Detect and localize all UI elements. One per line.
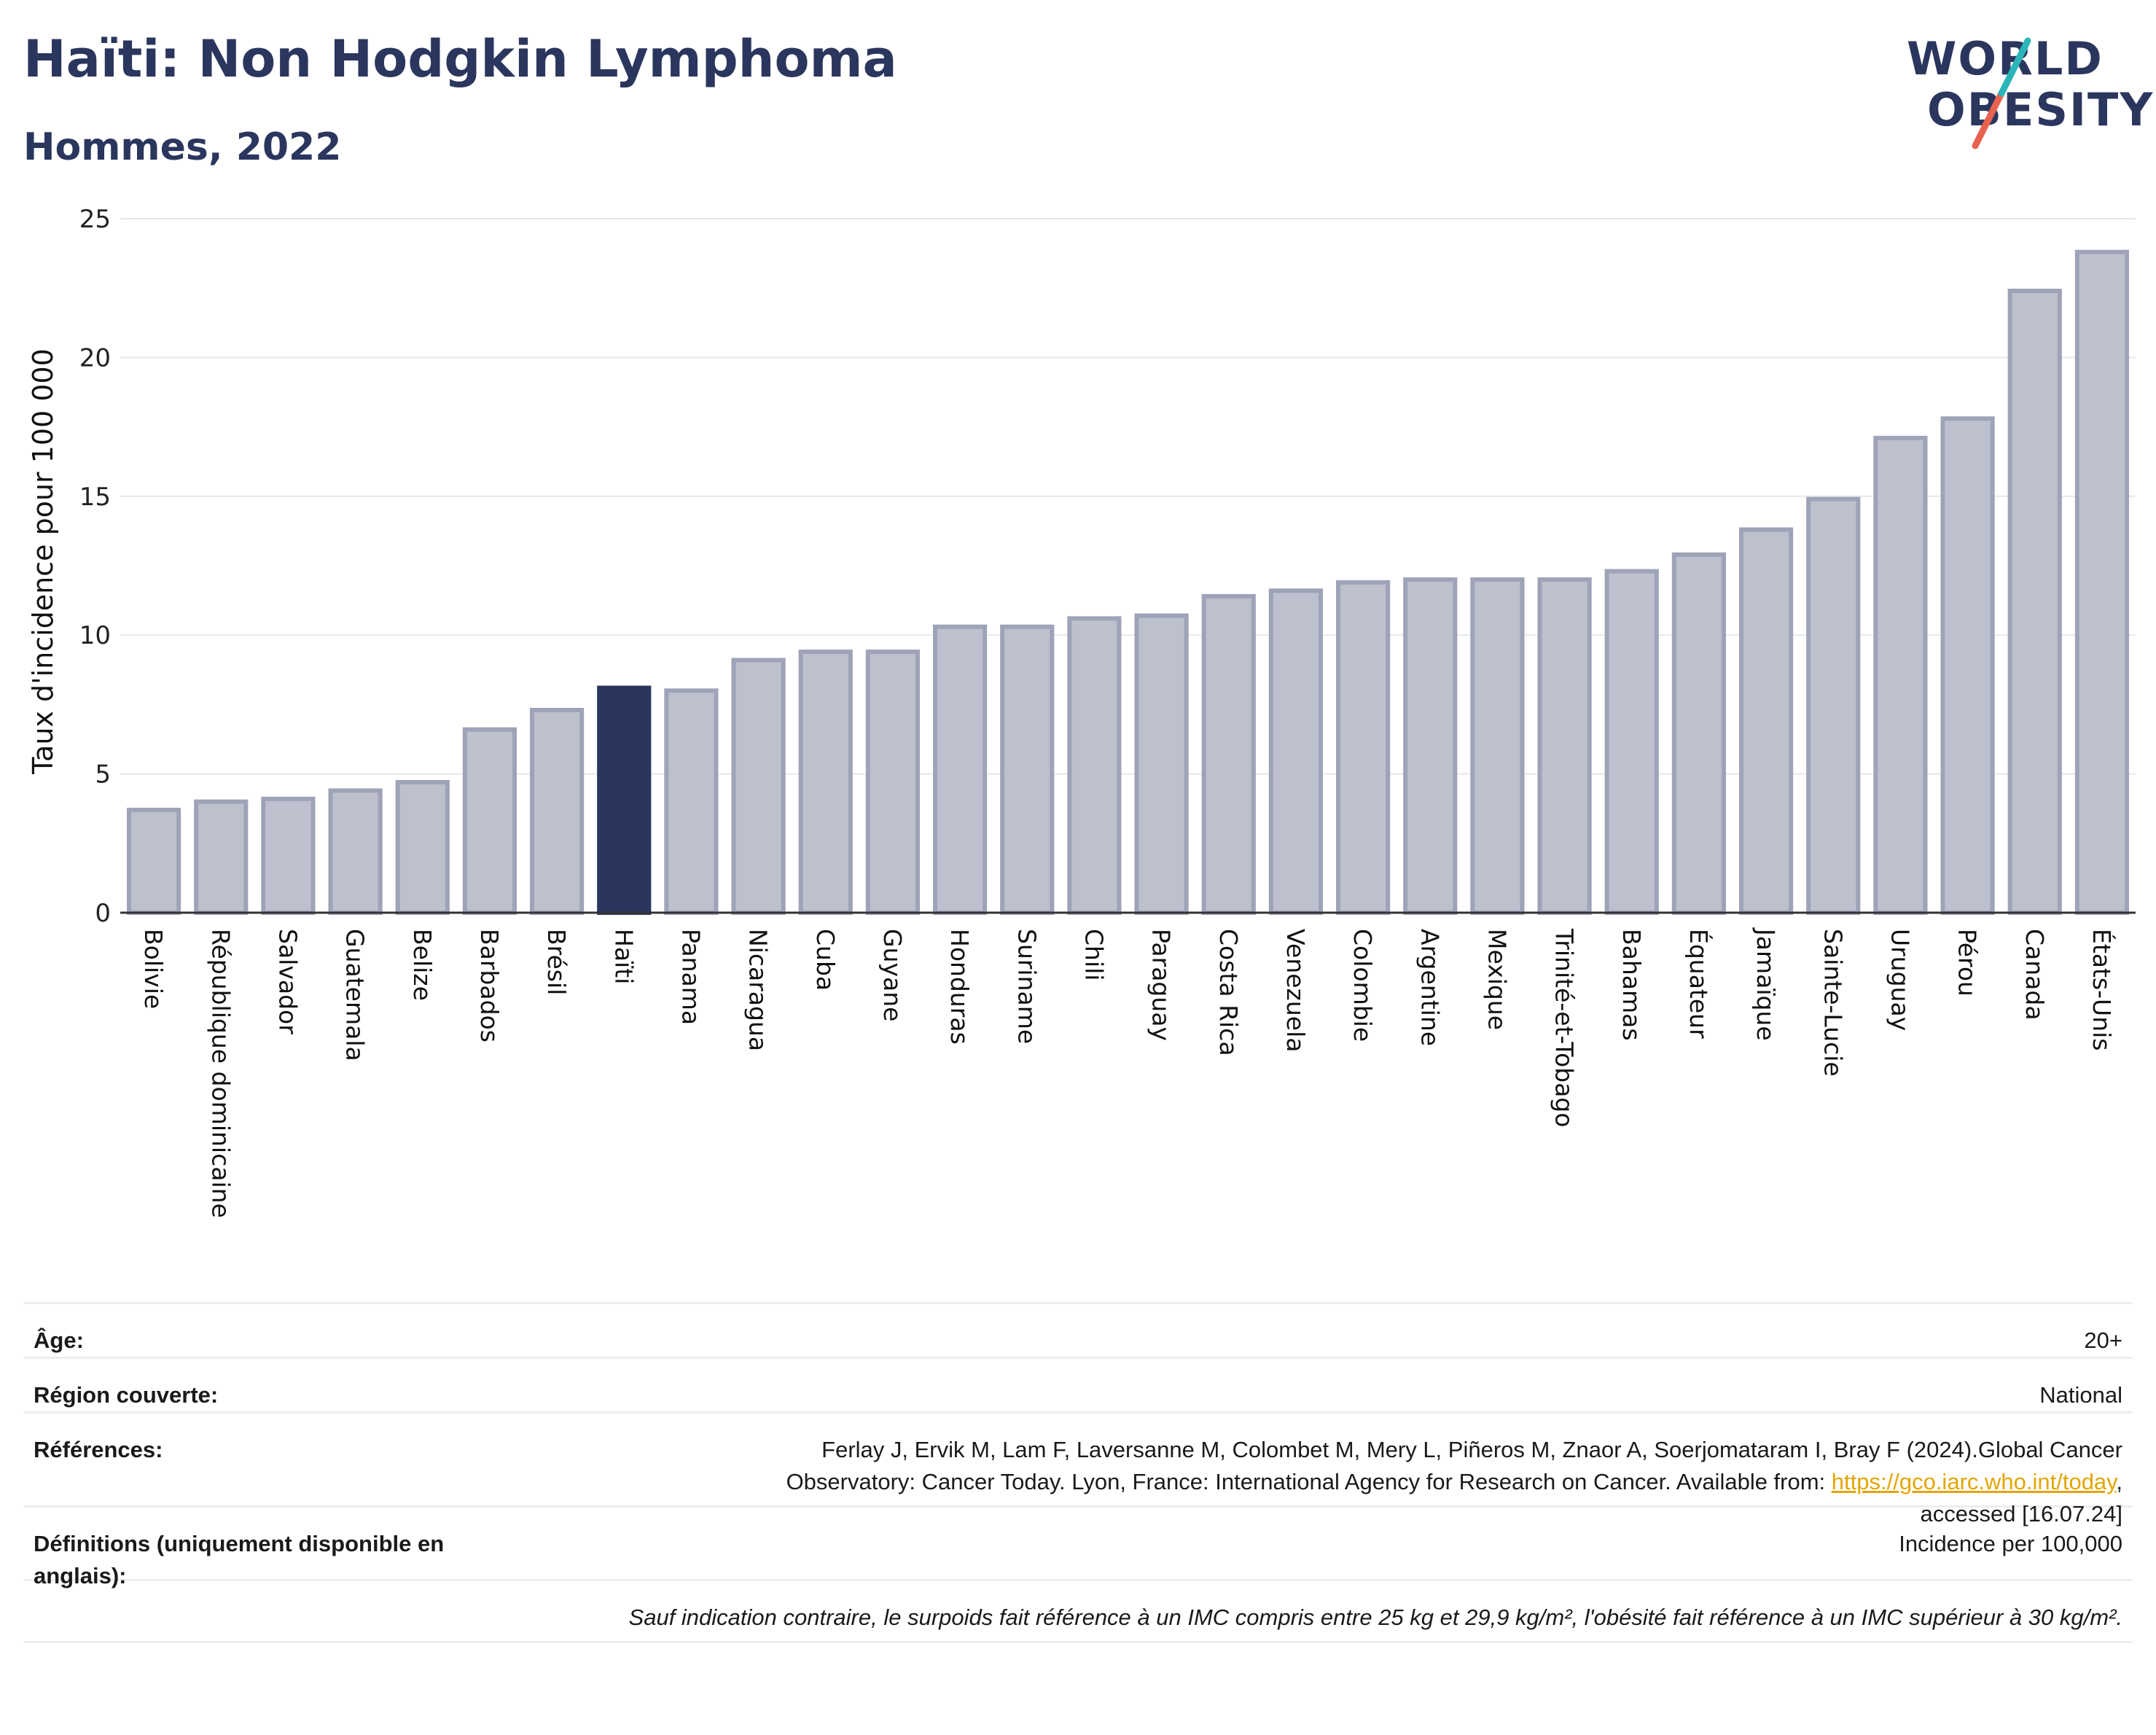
x-tick-label: Jamaïque bbox=[1751, 927, 1780, 1041]
x-axis-labels: Bolivie République dominicaine Salvador Gua… bbox=[139, 927, 2117, 1218]
bar-guatemala bbox=[328, 788, 383, 915]
reference-text: , bbox=[2116, 1469, 2122, 1494]
x-tick-label: Guatemala bbox=[341, 929, 370, 1061]
x-tick-label: Chili bbox=[1079, 929, 1108, 980]
x-tick-label: Costa Rica bbox=[1214, 929, 1243, 1056]
bar--tats-unis bbox=[2074, 249, 2130, 916]
x-tick-label: Canada bbox=[2020, 929, 2049, 1021]
bar-salvador bbox=[261, 796, 316, 916]
info-row-references: Références: Ferlay J, Ervik M, Lam F, La… bbox=[23, 1411, 2133, 1527]
bar-bolivie bbox=[126, 808, 181, 915]
bar-jama-que bbox=[1738, 527, 1794, 916]
bar-trinit-et-tobago bbox=[1537, 577, 1592, 915]
x-tick-label: Barbados bbox=[475, 929, 504, 1042]
x-tick-label: Guyane bbox=[878, 929, 907, 1021]
y-tick-label: 5 bbox=[95, 760, 111, 789]
info-key: Références: bbox=[34, 1437, 163, 1462]
bar-chili bbox=[1067, 616, 1122, 915]
x-tick-label: Uruguay bbox=[1886, 929, 1914, 1031]
bar-bahamas bbox=[1604, 569, 1659, 916]
x-tick-label: Panama bbox=[676, 929, 705, 1025]
bar--quateur bbox=[1671, 552, 1727, 915]
bar-belize bbox=[395, 780, 450, 915]
x-tick-label: Bolivie bbox=[139, 929, 168, 1009]
bar-venezuela bbox=[1268, 588, 1324, 915]
reference-line: accessed [16.07.24] bbox=[1920, 1501, 2122, 1527]
bar-canada bbox=[2007, 289, 2062, 915]
bar-ha-ti bbox=[597, 685, 652, 915]
x-tick-label: Belize bbox=[408, 929, 437, 1001]
x-tick-label: Nicaragua bbox=[744, 929, 773, 1051]
logo-line-world: WORLD bbox=[1907, 32, 2104, 85]
x-tick-label: Équateur bbox=[1684, 929, 1714, 1039]
y-tick-label: 20 bbox=[79, 343, 111, 373]
x-tick-label: République dominicaine bbox=[206, 929, 235, 1218]
info-key: Âge: bbox=[34, 1327, 84, 1353]
bar-uruguay bbox=[1873, 435, 1928, 916]
y-tick-label: 25 bbox=[79, 205, 111, 234]
footnote: Sauf indication contraire, le surpoids f… bbox=[628, 1605, 2122, 1630]
chart-title: Haïti: Non Hodgkin Lymphoma bbox=[23, 29, 897, 89]
bar-br-sil bbox=[529, 708, 585, 915]
info-value: Ferlay J, Ervik M, Lam F, Laversanne M, … bbox=[592, 1414, 2133, 1527]
bar-argentine bbox=[1403, 577, 1458, 915]
info-row-note: Sauf indication contraire, le surpoids f… bbox=[23, 1579, 2133, 1643]
reference-text: Observatory: Cancer Today. Lyon, France:… bbox=[786, 1469, 1832, 1494]
x-tick-label: Suriname bbox=[1012, 929, 1041, 1044]
bar-sainte-lucie bbox=[1806, 496, 1861, 916]
bar-panama bbox=[664, 688, 719, 915]
y-tick-label: 15 bbox=[79, 483, 111, 512]
y-tick-label: 0 bbox=[95, 899, 111, 928]
y-tick-label: 10 bbox=[79, 621, 111, 650]
reference-line: Observatory: Cancer Today. Lyon, France:… bbox=[592, 1466, 2122, 1498]
bar-costa-rica bbox=[1201, 593, 1256, 915]
bar-r-publique-dominicaine bbox=[194, 799, 249, 915]
info-row-age: Âge: 20+ bbox=[23, 1302, 2133, 1357]
bar-chart: 0 5 10 15 20 25 Taux d'incidence pour 100 000… bbox=[27, 205, 2136, 1218]
x-tick-label: Trinité-et-Tobago bbox=[1550, 928, 1579, 1127]
info-value: 20+ bbox=[2084, 1327, 2122, 1353]
bar-colombie bbox=[1335, 580, 1391, 916]
reference-link[interactable]: https://gco.iarc.who.int/today bbox=[1831, 1469, 2117, 1494]
logo-line-obesity: OBESITY bbox=[1927, 83, 2155, 136]
x-tick-label: Venezuela bbox=[1281, 929, 1310, 1052]
x-tick-label: Cuba bbox=[811, 929, 840, 991]
y-axis-ticks: 0 5 10 15 20 25 bbox=[79, 205, 111, 928]
info-table: Âge: 20+ Région couverte: National Référ… bbox=[23, 1302, 2133, 1643]
info-key: Région couverte: bbox=[34, 1382, 219, 1408]
bar-suriname bbox=[1000, 624, 1055, 915]
bar-mexique bbox=[1470, 577, 1525, 915]
x-tick-label: Mexique bbox=[1483, 929, 1511, 1030]
bar-cuba bbox=[798, 650, 853, 915]
x-tick-label: Pérou bbox=[1953, 929, 1982, 997]
bar-guyane bbox=[865, 650, 921, 915]
info-row-definitions: Définitions (uniquement disponible en an… bbox=[23, 1505, 2133, 1588]
x-tick-label: Argentine bbox=[1415, 929, 1444, 1046]
bars bbox=[126, 249, 2130, 916]
x-tick-label: États-Unis bbox=[2087, 929, 2117, 1050]
x-tick-label: Paraguay bbox=[1147, 929, 1176, 1041]
x-tick-label: Honduras bbox=[945, 929, 974, 1045]
world-obesity-logo: WORLD OBESITY bbox=[1902, 22, 2152, 153]
chart-subtitle: Hommes, 2022 bbox=[23, 125, 342, 169]
x-tick-label: Haïti bbox=[609, 929, 638, 984]
bar-nicaragua bbox=[731, 658, 786, 915]
reference-line: Ferlay J, Ervik M, Lam F, Laversanne M, … bbox=[821, 1437, 2122, 1462]
info-value: National bbox=[2039, 1382, 2122, 1408]
x-tick-label: Bahamas bbox=[1617, 929, 1646, 1041]
logo-slash-icon bbox=[1972, 37, 2031, 149]
x-tick-label: Salvador bbox=[273, 929, 302, 1034]
info-key: Définitions (uniquement disponible en an… bbox=[34, 1531, 445, 1588]
x-tick-label: Sainte-Lucie bbox=[1819, 929, 1847, 1077]
bar-honduras bbox=[932, 624, 988, 915]
y-axis-label: Taux d'incidence pour 100 000 bbox=[27, 348, 59, 775]
bar-p-rou bbox=[1940, 416, 1995, 915]
info-row-region: Région couverte: National bbox=[23, 1357, 2133, 1411]
info-value: Incidence per 100,000 bbox=[1899, 1531, 2122, 1556]
grid-lines bbox=[120, 218, 2136, 775]
x-tick-label: Brésil bbox=[542, 929, 571, 995]
bar-paraguay bbox=[1134, 613, 1189, 915]
bar-barbados bbox=[462, 727, 517, 915]
x-tick-label: Colombie bbox=[1348, 929, 1377, 1042]
